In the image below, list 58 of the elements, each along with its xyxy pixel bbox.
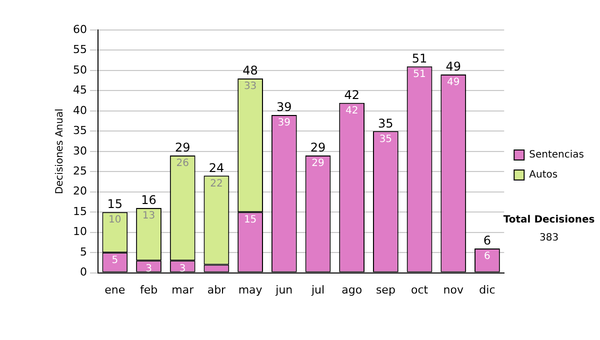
total-label: 15 <box>107 197 123 212</box>
x-tick-label: mar <box>172 283 194 296</box>
y-tick-label: 35 <box>72 124 87 138</box>
x-tick-label: ene <box>104 283 126 296</box>
data-label: 42 <box>345 105 358 116</box>
y-tick-label: 55 <box>72 43 87 56</box>
y-tick-label: 40 <box>72 104 87 117</box>
x-tick-label: ago <box>342 283 362 296</box>
total-label: 29 <box>310 140 326 155</box>
total-label: 6 <box>483 234 492 248</box>
total-label: 49 <box>446 60 462 74</box>
data-label: 33 <box>244 81 257 92</box>
data-label: 13 <box>142 210 156 222</box>
y-tick-label: 10 <box>72 225 87 238</box>
total-label: 24 <box>208 160 224 175</box>
y-tick-label: 20 <box>72 184 87 198</box>
annotation: Total Decisiones <box>503 214 595 226</box>
total-label: 51 <box>412 52 428 66</box>
x-tick-label: oct <box>410 283 429 296</box>
x-tick-label: abr <box>207 283 226 296</box>
legend-label: Autos <box>529 170 558 181</box>
data-label: 10 <box>108 214 122 226</box>
data-label: 6 <box>484 251 490 262</box>
total-label: 35 <box>378 116 394 130</box>
total-label: 48 <box>242 64 258 78</box>
x-tick-label: feb <box>140 283 158 296</box>
x-tick-label: may <box>238 283 263 296</box>
x-tick-label: jun <box>274 283 293 296</box>
data-label: 3 <box>179 263 186 274</box>
data-label: 5 <box>112 255 118 266</box>
y-tick-label: 15 <box>72 204 87 218</box>
x-tick-label: sep <box>376 283 396 296</box>
y-tick-label: 25 <box>72 164 87 178</box>
y-tick-label: 50 <box>72 63 87 76</box>
data-label: 26 <box>176 158 189 170</box>
total-label: 16 <box>141 193 156 208</box>
data-label: 51 <box>413 69 426 80</box>
x-tick-label: dic <box>479 283 496 296</box>
total-label: 29 <box>174 140 190 155</box>
data-label: 29 <box>312 158 324 170</box>
data-label: 35 <box>379 134 392 145</box>
y-tick-label: 5 <box>80 245 87 258</box>
y-axis-title: Decisiones Anual <box>54 108 66 194</box>
x-tick-label: jul <box>310 283 325 296</box>
y-tick-label: 45 <box>72 84 87 97</box>
legend-label: Sentencias <box>529 150 584 161</box>
y-tick-label: 30 <box>72 144 87 158</box>
data-label: 3 <box>146 263 152 274</box>
x-tick-label: nov <box>443 283 464 296</box>
total-label: 39 <box>276 100 292 114</box>
data-label: 15 <box>244 214 257 226</box>
data-label: 49 <box>447 77 460 88</box>
data-label: 22 <box>210 178 223 190</box>
y-tick-label: 0 <box>80 266 87 279</box>
text: 383 <box>540 232 559 244</box>
y-tick-label: 60 <box>72 22 87 36</box>
total-label: 42 <box>344 88 360 102</box>
data-label: 39 <box>278 118 291 129</box>
